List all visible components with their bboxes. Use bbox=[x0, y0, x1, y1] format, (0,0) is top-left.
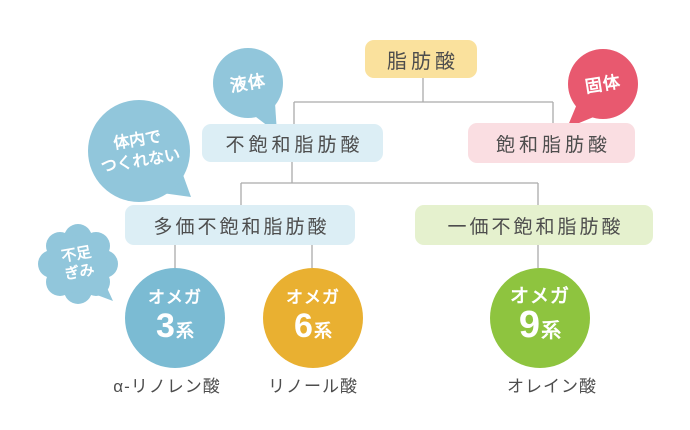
omega-6-number-row: 6 系 bbox=[294, 308, 332, 349]
omega-3-number: 3 bbox=[156, 306, 175, 345]
node-saturated-fat: 飽和脂肪酸 bbox=[468, 123, 635, 163]
node-unsaturated-fat: 不飽和脂肪酸 bbox=[202, 124, 383, 162]
omega-6-suffix: 系 bbox=[313, 320, 332, 341]
omega-6-number: 6 bbox=[294, 306, 313, 345]
omega-9-number-row: 9 系 bbox=[518, 304, 562, 349]
not-made-in-body-bubble: 体内で つくれない bbox=[88, 100, 190, 202]
node-fatty-acid-label: 脂肪酸 bbox=[387, 50, 459, 73]
node-polyunsaturated-fat: 多価不飽和脂肪酸 bbox=[125, 205, 355, 245]
node-polyunsaturated-fat-label: 多価不飽和脂肪酸 bbox=[153, 216, 330, 238]
node-saturated-fat-label: 飽和脂肪酸 bbox=[495, 134, 611, 156]
omega-3-number-row: 3 系 bbox=[156, 308, 194, 349]
solid-bubble-tail bbox=[567, 104, 596, 128]
omega-3-acid-label: α-リノレン酸 bbox=[113, 377, 221, 396]
omega-3-prefix: オメガ bbox=[148, 287, 202, 307]
shortage-bubble: 不足 ぎみ bbox=[38, 224, 118, 304]
node-fatty-acid: 脂肪酸 bbox=[365, 40, 477, 78]
liquid-badge: 液体 bbox=[213, 48, 283, 118]
omega-9-number: 9 bbox=[518, 304, 541, 346]
omega-3-circle: オメガ 3 系 bbox=[125, 268, 225, 368]
omega-9-prefix: オメガ bbox=[509, 286, 570, 307]
node-unsaturated-fat-label: 不飽和脂肪酸 bbox=[225, 134, 364, 156]
node-monounsaturated-fat: 一価不飽和脂肪酸 bbox=[415, 205, 653, 245]
omega-6-prefix: オメガ bbox=[286, 287, 340, 307]
omega-3-suffix: 系 bbox=[175, 320, 194, 341]
shortage-bubble-label: 不足 ぎみ bbox=[60, 243, 96, 284]
shortage-cloud-shape bbox=[38, 224, 118, 304]
node-monounsaturated-fat-label: 一価不飽和脂肪酸 bbox=[447, 216, 624, 238]
omega-9-acid-label: オレイン酸 bbox=[507, 377, 597, 396]
omega-6-acid-label: リノール酸 bbox=[268, 377, 358, 396]
not-made-in-body-label: 体内で つくれない bbox=[99, 128, 182, 177]
solid-badge-label: 固体 bbox=[583, 71, 623, 97]
omega-9-suffix: 系 bbox=[541, 320, 562, 342]
solid-badge: 固体 bbox=[568, 49, 638, 119]
liquid-badge-label: 液体 bbox=[228, 70, 268, 96]
connector-lines bbox=[174, 78, 554, 268]
omega-9-circle: オメガ 9 系 bbox=[490, 268, 590, 368]
shortage-bubble-tail bbox=[89, 279, 113, 301]
omega-6-circle: オメガ 6 系 bbox=[263, 268, 363, 368]
